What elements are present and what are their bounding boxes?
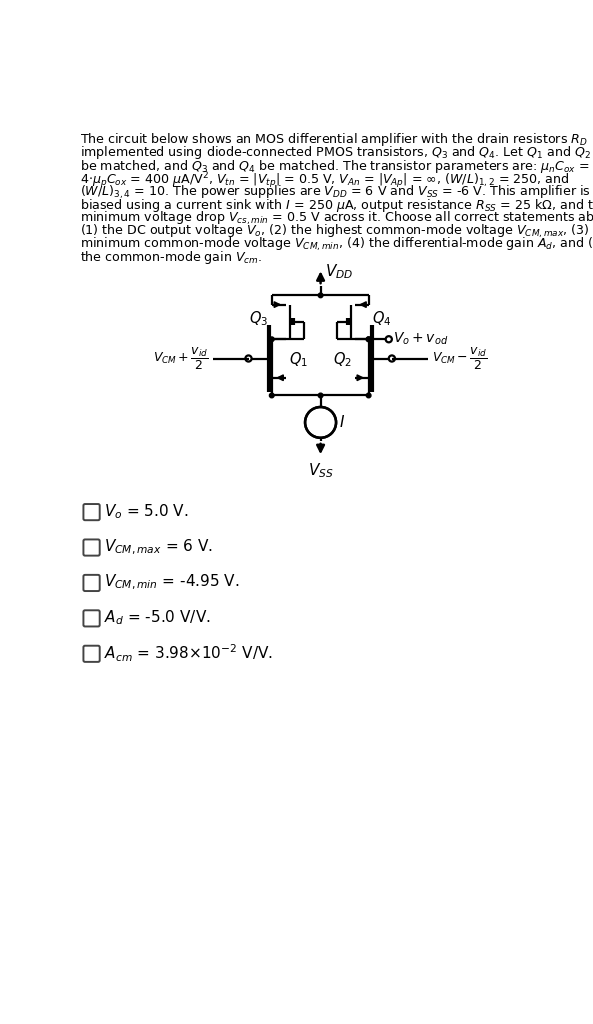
Circle shape	[366, 393, 371, 397]
Text: $Q_3$: $Q_3$	[248, 309, 268, 329]
Text: implemented using diode-connected PMOS transistors, $Q_3$ and $Q_4$. Let $Q_1$ a: implemented using diode-connected PMOS t…	[79, 144, 591, 162]
FancyBboxPatch shape	[84, 540, 100, 556]
Circle shape	[269, 337, 274, 342]
Text: be matched, and $Q_3$ and $Q_4$ be matched. The transistor parameters are: $\mu_: be matched, and $Q_3$ and $Q_4$ be match…	[79, 158, 589, 174]
FancyBboxPatch shape	[84, 610, 100, 627]
Text: (1) the DC output voltage $V_o$, (2) the highest common-mode voltage $V_{CM,max}: (1) the DC output voltage $V_o$, (2) the…	[79, 223, 593, 241]
Text: minimum voltage drop $V_{cs,min}$ = 0.5 V across it. Choose all correct statemen: minimum voltage drop $V_{cs,min}$ = 0.5 …	[79, 210, 593, 227]
FancyBboxPatch shape	[84, 574, 100, 591]
Text: $V_o + v_{od}$: $V_o + v_{od}$	[393, 331, 449, 347]
Text: the common-mode gain $V_{cm}$.: the common-mode gain $V_{cm}$.	[79, 249, 262, 266]
Text: $Q_2$: $Q_2$	[333, 350, 352, 370]
Text: $A_d$ = -5.0 V/V.: $A_d$ = -5.0 V/V.	[104, 608, 211, 628]
Text: $V_o$ = 5.0 V.: $V_o$ = 5.0 V.	[104, 503, 188, 521]
Text: $I$: $I$	[339, 415, 345, 430]
Text: minimum common-mode voltage $V_{CM,min}$, (4) the differential-mode gain $A_d$, : minimum common-mode voltage $V_{CM,min}$…	[79, 237, 593, 253]
Circle shape	[366, 337, 371, 342]
Text: 4$\cdot\mu_p C_{ox}$ = 400 $\mu$A/V$^2$, $V_{tn}$ = $|V_{tp}|$ = 0.5 V, $V_{An}$: 4$\cdot\mu_p C_{ox}$ = 400 $\mu$A/V$^2$,…	[79, 171, 569, 191]
Text: $V_{CM} - \dfrac{v_{id}}{2}$: $V_{CM} - \dfrac{v_{id}}{2}$	[432, 345, 488, 372]
Text: $Q_4$: $Q_4$	[372, 309, 392, 329]
Text: $A_{cm}$ = 3.98$\times$10$^{-2}$ V/V.: $A_{cm}$ = 3.98$\times$10$^{-2}$ V/V.	[104, 643, 273, 665]
Circle shape	[305, 407, 336, 438]
Text: $(W/L)_{3,4}$ = 10. The power supplies are $V_{DD}$ = 6 V and $V_{SS}$ = -6 V. T: $(W/L)_{3,4}$ = 10. The power supplies a…	[79, 183, 591, 201]
FancyBboxPatch shape	[84, 646, 100, 662]
Circle shape	[318, 393, 323, 397]
Circle shape	[269, 393, 274, 397]
Text: $Q_1$: $Q_1$	[289, 350, 308, 370]
Circle shape	[366, 337, 371, 342]
Text: The circuit below shows an MOS differential amplifier with the drain resistors $: The circuit below shows an MOS different…	[79, 131, 587, 148]
Text: biased using a current sink with $I$ = 250 $\mu$A, output resistance $R_{SS}$ = : biased using a current sink with $I$ = 2…	[79, 197, 593, 214]
Text: $V_{CM,min}$ = -4.95 V.: $V_{CM,min}$ = -4.95 V.	[104, 572, 239, 592]
Text: $V_{DD}$: $V_{DD}$	[325, 262, 353, 281]
Text: $V_{CM,max}$ = 6 V.: $V_{CM,max}$ = 6 V.	[104, 538, 212, 557]
FancyBboxPatch shape	[84, 504, 100, 520]
Text: $V_{CM} + \dfrac{v_{id}}{2}$: $V_{CM} + \dfrac{v_{id}}{2}$	[152, 345, 208, 372]
Text: $V_{SS}$: $V_{SS}$	[308, 461, 333, 479]
Circle shape	[318, 293, 323, 298]
